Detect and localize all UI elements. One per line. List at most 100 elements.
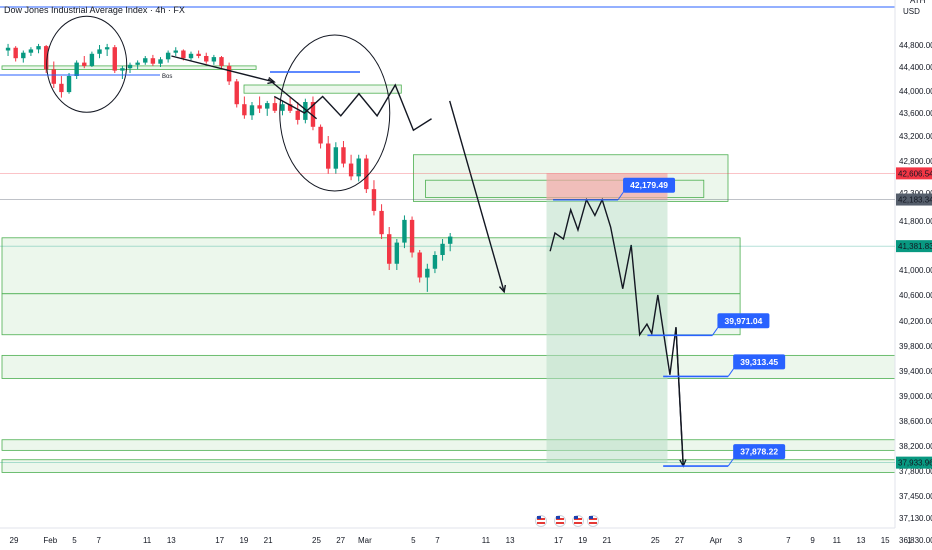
us-flag-canton (574, 516, 578, 519)
candle-body (402, 219, 407, 243)
price-label-3: 37,933.96 (898, 459, 932, 468)
candle-body (333, 147, 339, 169)
candle-body (257, 105, 262, 109)
projection-path (549, 197, 684, 467)
zone-5 (1, 459, 896, 473)
structure-line-1 (273, 83, 432, 132)
candle-body (265, 103, 270, 109)
candle-body (51, 69, 56, 84)
us-flag-stripe (589, 522, 597, 524)
candle-body (295, 110, 300, 120)
candle-body (348, 163, 354, 177)
y-tick-label: 41,000.00 (899, 266, 932, 275)
target-label-1: 39,971.04 (725, 316, 763, 326)
x-tick-label: Apr (710, 536, 723, 545)
candle-body (196, 53, 201, 56)
y-tick-label: 44,800.00 (899, 41, 932, 50)
y-tick-label: 40,200.00 (899, 317, 932, 326)
candle-body (326, 143, 331, 169)
x-tick-label: 11 (833, 536, 842, 545)
candle-body (135, 62, 140, 65)
candle-body (379, 210, 384, 235)
y-tick-label: 44,400.00 (899, 63, 932, 72)
candle-body (387, 234, 392, 264)
target-label-0: 42,179.49 (630, 180, 668, 190)
x-tick-label: 1 (907, 536, 912, 545)
candle-body (104, 47, 110, 50)
x-tick-label: 25 (651, 536, 660, 545)
drawn-arrow-1-head (498, 284, 507, 294)
candle-body (242, 104, 247, 116)
y-tick-label: 42,800.00 (899, 157, 932, 166)
short-position-box[interactable] (546, 173, 668, 463)
target-label-box-2 (733, 354, 786, 370)
x-tick-label: 15 (881, 536, 890, 545)
candle-body (28, 49, 34, 53)
candle-body (394, 242, 400, 264)
bos-label: Bos (162, 74, 172, 80)
y-tick-label: 37,450.00 (899, 492, 932, 501)
x-tick-label: 3 (738, 536, 743, 545)
target-label-box-1 (717, 313, 770, 329)
x-tick-label: 21 (602, 536, 611, 545)
price-label-2: 41,381.83 (898, 242, 932, 251)
candle-body (181, 50, 186, 59)
x-tick-label: 21 (264, 536, 273, 545)
x-tick-label: 9 (810, 536, 815, 545)
candle-body (226, 65, 232, 82)
candle-body (127, 64, 133, 69)
candle-body (280, 104, 285, 111)
candle-body (371, 189, 377, 211)
y-tick-label: 42,300.00 (899, 189, 932, 198)
y-tick-label: 41,800.00 (899, 217, 932, 226)
y-tick-label: 44,000.00 (899, 87, 932, 96)
x-tick-label: 5 (411, 536, 416, 545)
candle-body (272, 103, 278, 111)
target-label-2: 39,313.45 (740, 357, 778, 367)
us-flag-canton (556, 516, 560, 519)
candle-body (364, 158, 369, 190)
us-flag-canton (589, 516, 593, 519)
candle-body (409, 219, 415, 253)
x-tick-label: 7 (435, 536, 440, 545)
drawn-arrow-1 (449, 100, 505, 293)
candle-body (150, 58, 156, 64)
y-tick-label: 36,830.00 (899, 536, 932, 545)
structure-line-0 (267, 78, 318, 120)
price-label-0: 42,606.54 (898, 169, 932, 178)
x-tick-label: Feb (43, 536, 57, 545)
candle-body (188, 53, 194, 59)
candle-body (219, 57, 224, 66)
y-tick-label: 39,800.00 (899, 342, 932, 351)
y-tick-label: 40,600.00 (899, 291, 932, 300)
candle-body (120, 68, 125, 71)
x-tick-label: 11 (482, 536, 491, 545)
candle-body (13, 47, 18, 59)
candle-body (173, 50, 178, 53)
x-tick-label: Mar (358, 536, 372, 545)
projection-arrow (675, 327, 684, 467)
candle-body (303, 102, 308, 120)
x-tick-label: 19 (239, 536, 248, 545)
x-tick-label: 25 (312, 536, 321, 545)
y-tick-label: 37,800.00 (899, 467, 932, 476)
candle-body (158, 59, 163, 64)
candle-body (66, 76, 72, 93)
candle-body (287, 104, 293, 111)
x-tick-label: 7 (96, 536, 101, 545)
candle-body (432, 255, 438, 269)
candle-body (59, 83, 64, 93)
drawn-arrow-0-head (267, 76, 276, 85)
time-axis[interactable]: 29 Feb 5 7 11 13 17 19 21 25 27 Mar 5 7 11 13 17 19 21 25 27… (0, 515, 912, 546)
demand-zones (1, 65, 896, 473)
candle-body (417, 252, 422, 278)
x-tick-label: 13 (167, 536, 176, 545)
candle-body (425, 268, 430, 278)
x-tick-label: 7 (786, 536, 791, 545)
y-tick-label: 39,000.00 (899, 392, 932, 401)
x-tick-label: 29 (10, 536, 19, 545)
target-label-box-3 (733, 444, 786, 460)
us-flag-stripe (574, 522, 582, 524)
